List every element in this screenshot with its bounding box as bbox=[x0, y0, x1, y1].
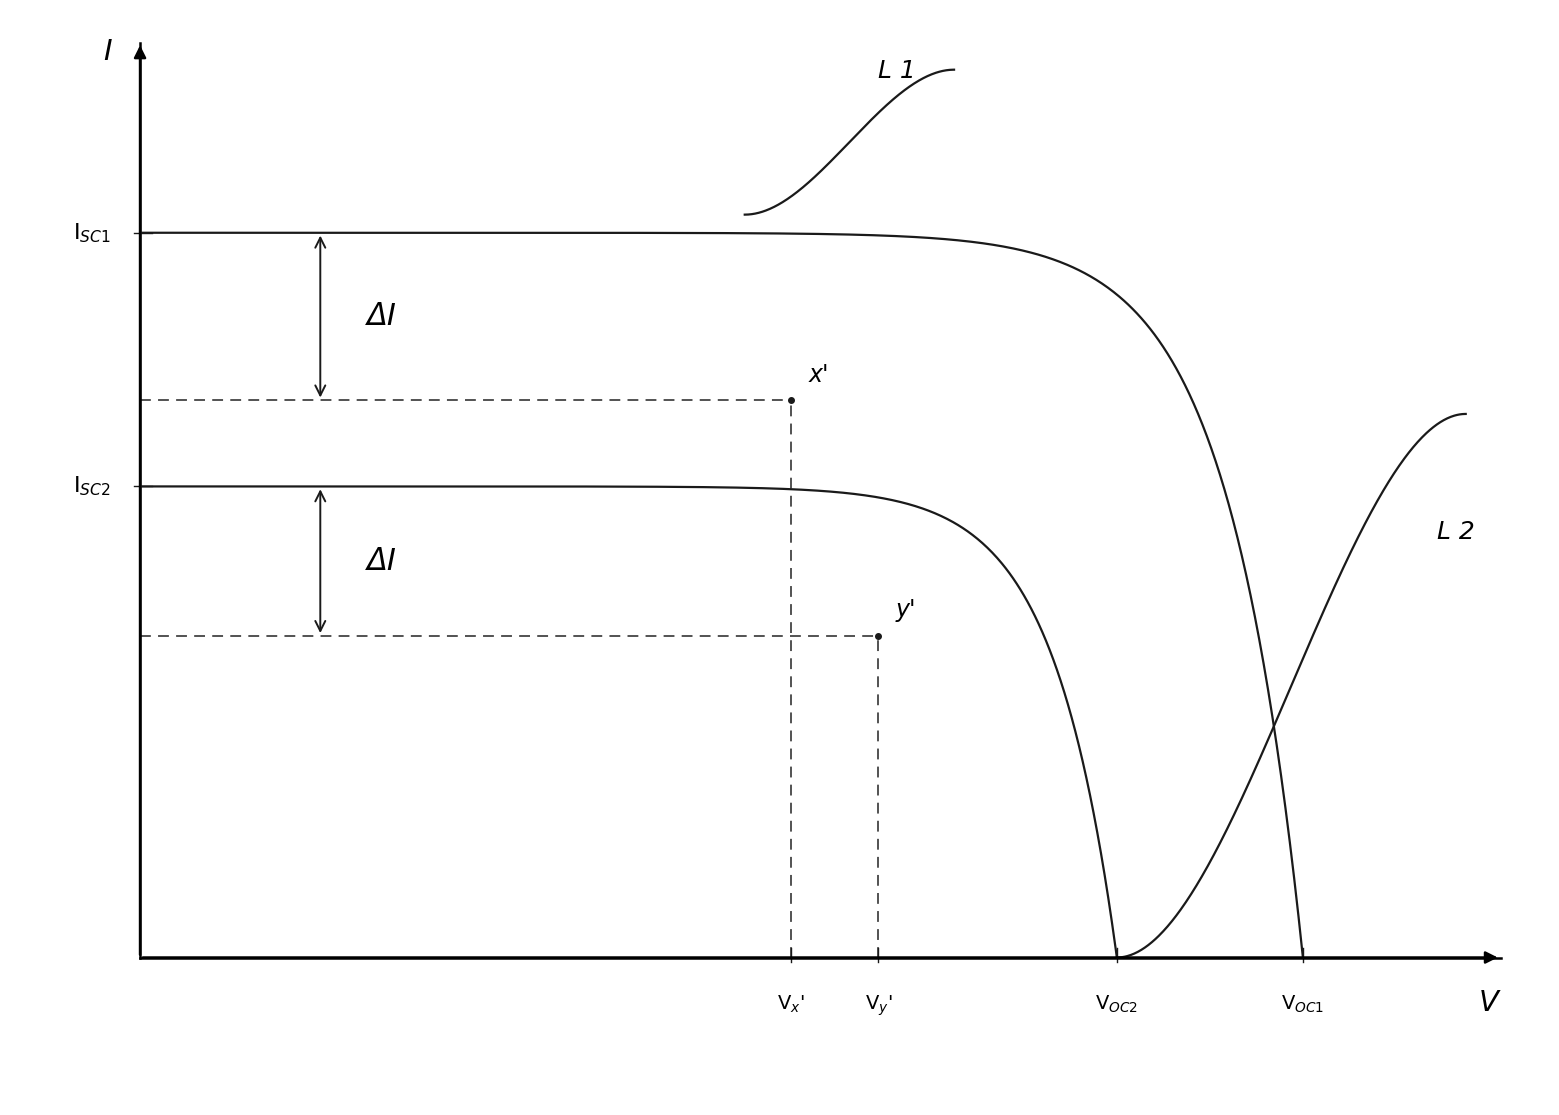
Text: I$_{SC1}$: I$_{SC1}$ bbox=[73, 221, 111, 244]
Text: x': x' bbox=[809, 362, 829, 387]
Text: ΔI: ΔI bbox=[366, 302, 396, 331]
Text: I$_{SC2}$: I$_{SC2}$ bbox=[73, 475, 111, 498]
Text: V$_y$': V$_y$' bbox=[865, 993, 892, 1018]
Text: y': y' bbox=[896, 599, 917, 622]
Text: ΔI: ΔI bbox=[366, 546, 396, 575]
Text: V$_x$': V$_x$' bbox=[778, 993, 804, 1015]
Text: I: I bbox=[103, 38, 112, 66]
Text: V$_{OC1}$: V$_{OC1}$ bbox=[1281, 993, 1325, 1015]
Text: V$_{OC2}$: V$_{OC2}$ bbox=[1096, 993, 1138, 1015]
Text: V: V bbox=[1479, 989, 1498, 1017]
Text: L 2: L 2 bbox=[1437, 520, 1475, 544]
Text: L 1: L 1 bbox=[878, 59, 917, 84]
